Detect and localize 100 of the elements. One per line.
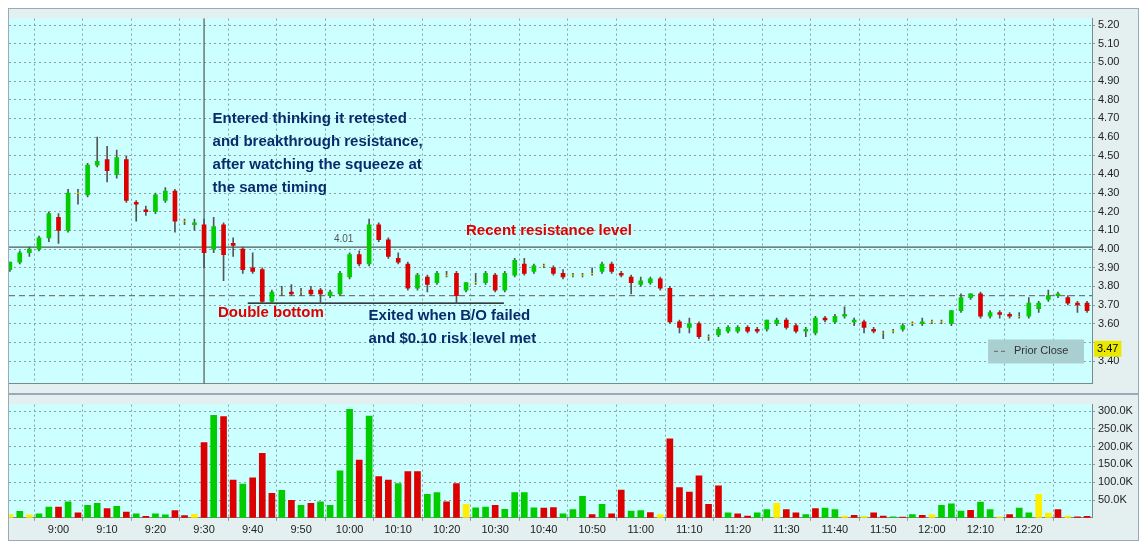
bar [84,505,91,518]
bar [472,507,480,518]
y-tick-label: 4.90 [1098,74,1120,87]
y-tick-label: 4.80 [1098,92,1120,105]
bar [200,442,208,518]
ref-line-label: 4.01 [333,232,354,244]
bar [278,490,286,518]
bar [482,506,489,518]
bar [773,502,781,518]
bar [93,502,101,518]
y-tick-label: 3.60 [1098,316,1120,329]
bar [317,501,324,518]
x-tick-label: 10:20 [432,523,461,536]
bar [375,476,383,518]
x-tick-label: 12:00 [918,523,946,536]
x-tick-label: 10:00 [335,523,364,536]
x-tick-label: 11:20 [724,523,752,536]
y-tick-label: 100.0K [1098,475,1134,488]
x-tick-label: 11:40 [821,523,849,536]
bar [511,492,519,518]
y-tick-label: 5.20 [1098,18,1120,31]
y-tick-label: 5.00 [1098,55,1120,68]
bar [113,506,121,518]
bar [336,470,344,518]
x-tick-label: 11:10 [675,523,703,536]
x-tick-label: 9:30 [193,523,215,536]
y-tick-label: 4.70 [1098,111,1120,124]
bar [579,496,586,518]
bar [220,416,227,518]
candlestick [1016,312,1022,319]
x-tick-label: 12:20 [1015,523,1043,536]
bar [443,501,450,518]
bar [948,503,955,518]
bar [870,512,877,518]
bar [782,509,790,518]
bar [1035,493,1043,518]
x-tick-label: 10:50 [578,523,606,536]
x-tick-label: 10:10 [384,523,412,536]
bar [210,414,217,518]
bar [258,453,266,518]
y-tick-label: 200.0K [1098,439,1134,452]
y-tick-label: 4.20 [1098,204,1120,217]
y-tick-label: 150.0K [1098,457,1134,470]
text: 3.47 [1097,341,1119,354]
x-tick-label: 11:30 [772,523,800,536]
bar [520,492,528,518]
annotation: Exited when B/O failed and $0.10 risk level met [368,306,537,347]
y-tick-label: 4.00 [1098,242,1120,255]
bar [715,485,722,518]
x-tick-label: 9:20 [144,523,167,536]
bar [16,511,24,518]
candlestick [133,200,139,222]
bar [346,408,353,518]
bar [249,477,257,518]
x-tick-label: 10:30 [481,523,509,536]
y-tick-label: 5.10 [1098,36,1120,49]
y-tick-label: 4.40 [1098,167,1120,180]
bar [540,507,548,518]
y-tick-label: 3.80 [1098,279,1120,292]
candlestick [250,252,256,274]
x-tick-label: 9:10 [96,523,118,536]
bar [812,508,819,518]
x-tick-label: 9:40 [241,523,264,536]
x-tick-label: 9:50 [290,523,312,536]
bar [977,501,984,518]
bar [938,505,945,518]
bar [1015,507,1023,518]
y-tick-label: 50.0K [1098,493,1128,506]
annotation: Entered thinking it retested and breakthrough resistance, after watching the squeeze at the same timing [212,109,423,196]
bar [753,512,761,518]
bar [705,503,712,518]
bar [355,459,363,518]
bar [288,500,295,518]
annotation: Double bottom [218,302,324,320]
bar [550,507,557,518]
y-tick-label: 3.70 [1098,298,1120,311]
bar [55,506,62,518]
bar [686,491,693,518]
bar [501,508,509,518]
bar [239,483,247,518]
y-tick-label: 3.40 [1098,354,1120,367]
y-tick-label: 4.60 [1098,130,1120,143]
bar [666,438,674,518]
candlestick [473,272,479,285]
bar [617,489,625,518]
y-tick-label: 4.30 [1098,186,1120,199]
y-tick-label: 300.0K [1098,404,1134,417]
bar [453,483,460,518]
bar [967,510,974,518]
bar [424,493,431,518]
bar [1025,512,1033,518]
bar [647,512,654,518]
candlestick [94,136,100,168]
y-tick-label: 3.90 [1098,260,1120,273]
bar [394,483,402,518]
candlestick [589,267,595,276]
bar [763,509,771,518]
x-tick-label: 9:00 [47,523,70,536]
y-tick-label: 4.50 [1098,148,1120,161]
bar [385,479,392,518]
